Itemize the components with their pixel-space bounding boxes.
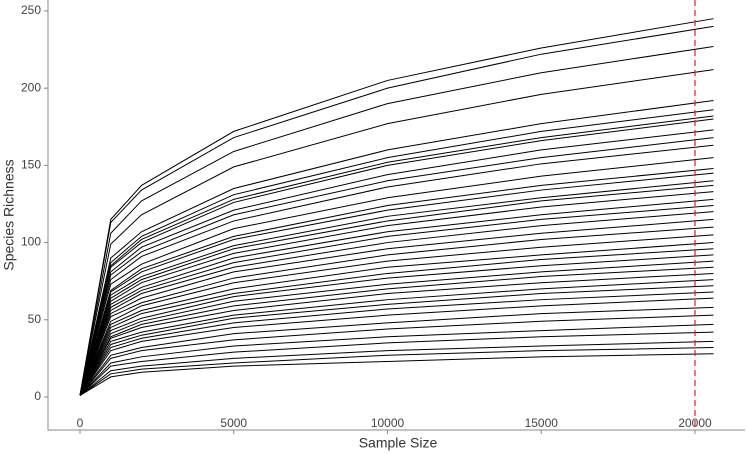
curve (79, 198, 714, 396)
curve (79, 291, 714, 396)
y-tick-label: 50 (28, 312, 42, 326)
curve (79, 260, 714, 396)
x-tick-label: 10000 (371, 416, 405, 430)
curve (79, 266, 714, 396)
y-tick-label: 150 (21, 158, 41, 172)
curve (79, 172, 714, 396)
curve (79, 254, 714, 396)
curve (79, 323, 714, 396)
curve (79, 184, 714, 396)
curve (79, 340, 714, 396)
x-axis-title: Sample Size (359, 435, 438, 451)
curve (79, 234, 714, 396)
x-tick-label: 5000 (220, 416, 247, 430)
y-tick-label: 250 (21, 3, 41, 17)
y-tick-label: 0 (34, 389, 41, 403)
curve (79, 18, 714, 396)
curve (79, 285, 714, 396)
curve (79, 137, 714, 396)
y-axis-title: Species Richness (1, 159, 17, 270)
curve (79, 115, 714, 396)
curve (79, 272, 714, 396)
y-tick-label: 100 (21, 235, 41, 249)
curve (79, 167, 714, 396)
curve (79, 211, 714, 396)
curve (79, 226, 714, 396)
curve (79, 129, 714, 396)
curve (79, 180, 714, 396)
curve (79, 25, 714, 396)
curve (79, 297, 714, 396)
curve (79, 331, 714, 396)
curve (79, 205, 714, 396)
curve (79, 118, 714, 396)
x-tick-label: 15000 (525, 416, 559, 430)
curve (79, 248, 714, 396)
curve (79, 242, 714, 396)
x-tick-label: 0 (77, 416, 84, 430)
curve (79, 218, 714, 396)
curve (79, 100, 714, 396)
y-tick-label: 200 (21, 80, 41, 94)
curve (79, 45, 714, 396)
curve (79, 157, 714, 396)
curve (79, 191, 714, 396)
curve (79, 109, 714, 396)
curve (79, 69, 714, 396)
curve (79, 353, 714, 396)
curve (79, 144, 714, 396)
curve (79, 314, 714, 396)
curve (79, 279, 714, 396)
curve (79, 347, 714, 396)
curve (79, 306, 714, 396)
